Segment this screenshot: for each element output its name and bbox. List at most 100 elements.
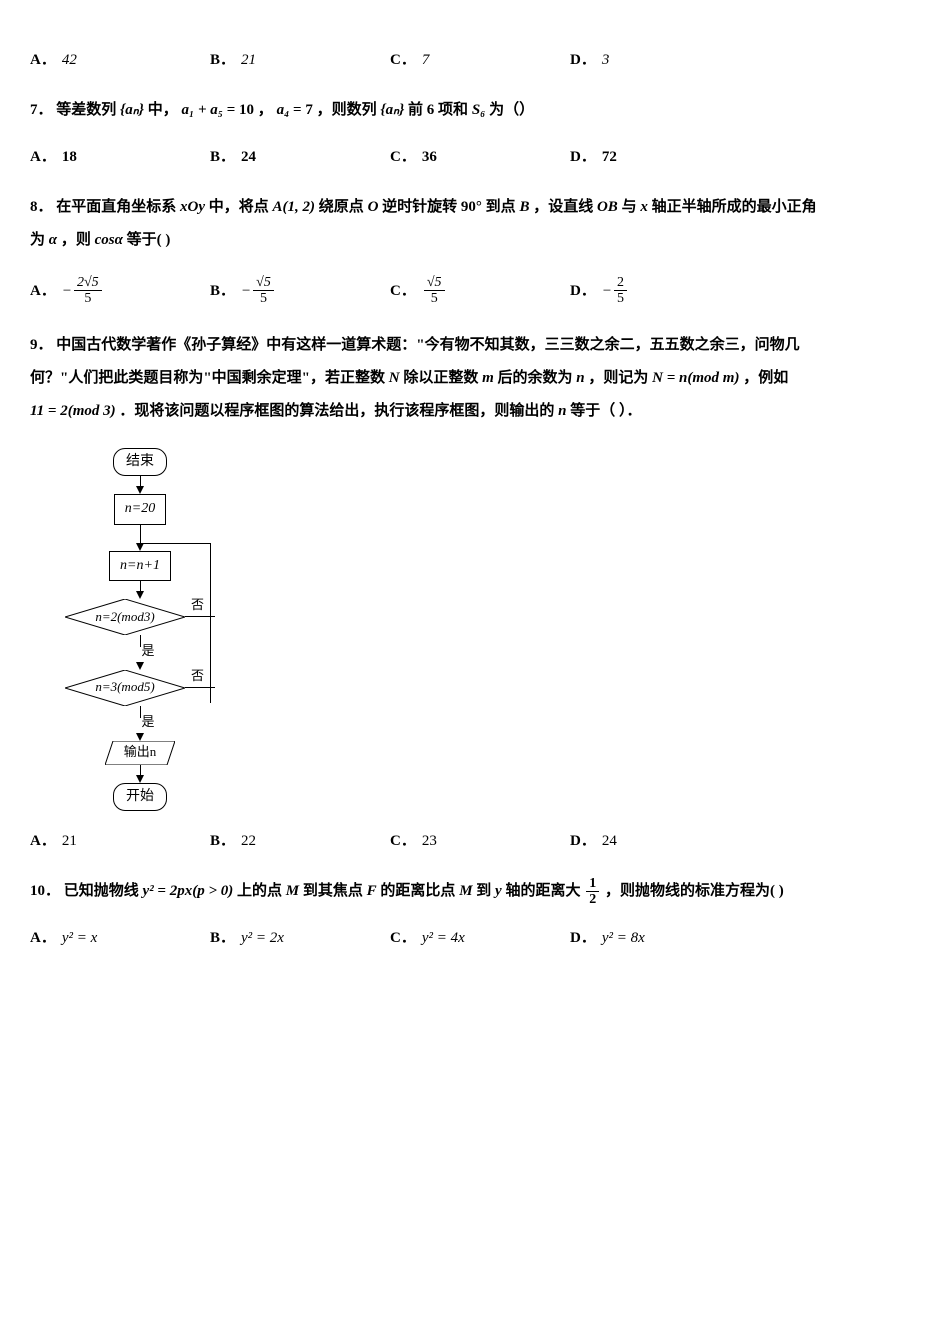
opt-value: y² = 2x [241,926,284,950]
q7-num: 7． [30,102,53,118]
opt-label: C． [390,829,416,853]
fc-cond2-text: n=3(mod5) [65,670,185,706]
q9-l2b: 除以正整数 [403,370,478,386]
q10-t3: 到其焦点 [303,883,363,899]
fc-line [140,476,141,486]
opt-label: D． [570,145,596,169]
q10-t7: ，则抛物线的标准方程为( ) [605,883,784,899]
arrow-down-icon [136,486,144,494]
q10-stem: 10． 已知抛物线 y² = 2px(p > 0) 上的点 M 到其焦点 F 的… [30,875,920,908]
q8-cosa: cosα [95,232,123,248]
q7-t4: 前 6 项和 [408,102,468,118]
q8-B: B [519,199,529,215]
arrow-down-icon [136,543,144,551]
q10-t5: 到 [476,883,491,899]
opt-label: B． [210,48,235,72]
q8-opt-d: D． − 25 [570,275,750,307]
opt-value: 36 [422,145,437,169]
sign: − [241,279,251,303]
fc-no2: 否 [191,666,204,687]
q8-opt-b: B． − √55 [210,275,390,307]
q10-options: A．y² = x B．y² = 2x C．y² = 4x D．y² = 8x [30,926,920,950]
q8-xoy: xOy [180,199,205,215]
q8-t3: 绕原点 [319,199,364,215]
q8-t1: 在平面直角坐标系 [56,199,176,215]
q10-t2: 上的点 [237,883,282,899]
q9-m: m [482,370,494,386]
q10-t4: 的距离比点 [380,883,455,899]
opt-label: D． [570,829,596,853]
opt-value: 22 [241,829,256,853]
fraction: 12 [586,876,599,908]
q6-options: A．42 B．21 C．7 D．3 [30,48,920,72]
q8-opt-a: A． − 2√55 [30,275,210,307]
q9-n: n [576,370,584,386]
frac-num: 2 [614,275,627,291]
q8-opt-c: C． √55 [390,275,570,307]
fc-line [185,687,215,688]
q9-n2: n [558,403,566,419]
fc-cond1-text: n=2(mod3) [65,599,185,635]
opt-value: 3 [602,48,610,72]
q10-M: M [286,883,299,899]
opt-value: 72 [602,145,617,169]
q8-stem: 8． 在平面直角坐标系 xOy 中，将点 A(1, 2) 绕原点 O 逆时针旋转… [30,191,920,257]
q7-seq2: {aₙ} [380,102,404,118]
opt-label: A． [30,48,56,72]
q8-t8: 轴正半轴所成的最小正角 [652,199,817,215]
fraction: √55 [253,275,274,307]
q7-options: A．18 B．24 C．36 D．72 [30,145,920,169]
q10-M2: M [459,883,472,899]
q7-opt-c: C．36 [390,145,570,169]
q8-deg: 90° [461,199,482,215]
q8-A: A(1, 2) [273,199,316,215]
q9-stem: 9． 中国古代数学著作《孙子算经》中有这样一道算术题："今有物不知其数，三三数之… [30,329,920,428]
opt-label: A． [30,926,56,950]
opt-value: y² = 8x [602,926,645,950]
q10-opt-d: D．y² = 8x [570,926,750,950]
q8-x: x [640,199,648,215]
q10-opt-a: A．y² = x [30,926,210,950]
fraction: 2√55 [74,275,102,307]
opt-value: 42 [62,48,77,72]
q9-l3b: ．现将该问题以程序框图的算法给出，执行该程序框图，则输出的 [119,403,554,419]
q7-s6: S₆ [472,102,486,118]
fc-inc: n=n+1 [109,551,171,581]
q7-c1r: = 10 [223,102,254,118]
opt-value: 24 [241,145,256,169]
q8-OB: OB [597,199,618,215]
q7-seq: {aₙ} [120,102,144,118]
fc-cond2: n=3(mod5) [65,670,185,706]
opt-label: B． [210,926,235,950]
opt-label: C． [390,145,416,169]
opt-value: 21 [62,829,77,853]
opt-label: B． [210,145,235,169]
q7-opt-d: D．72 [570,145,750,169]
frac-num: √5 [424,275,445,291]
q7-t3: ，则数列 [317,102,377,118]
fc-line [140,543,210,544]
q8-l2b: ，则 [61,232,91,248]
fc-init: n=20 [114,494,166,524]
q10-t1: 已知抛物线 [64,883,139,899]
q7-c2r: = 7 [289,102,313,118]
arrow-down-icon [136,662,144,670]
q9-opt-a: A．21 [30,829,210,853]
fraction: √55 [424,275,445,307]
opt-label: A． [30,279,56,303]
q8-t7: 与 [622,199,637,215]
q7-c1l: a₁ + a₅ [181,102,223,118]
q9-options: A．21 B．22 C．23 D．24 [30,829,920,853]
q9-l1: 中国古代数学著作《孙子算经》中有这样一道算术题："今有物不知其数，三三数之余二，… [56,337,799,353]
opt-value: y² = 4x [422,926,465,950]
opt-label: A． [30,829,56,853]
sign: − [62,279,72,303]
q9-num: 9． [30,337,53,353]
opt-label: D． [570,926,596,950]
fc-yes2: 是 [141,712,154,733]
fc-line [140,706,141,718]
sign: − [602,279,612,303]
opt-label: B． [210,829,235,853]
q9-l3c: 等于（ ）． [570,403,641,419]
arrow-down-icon [136,591,144,599]
